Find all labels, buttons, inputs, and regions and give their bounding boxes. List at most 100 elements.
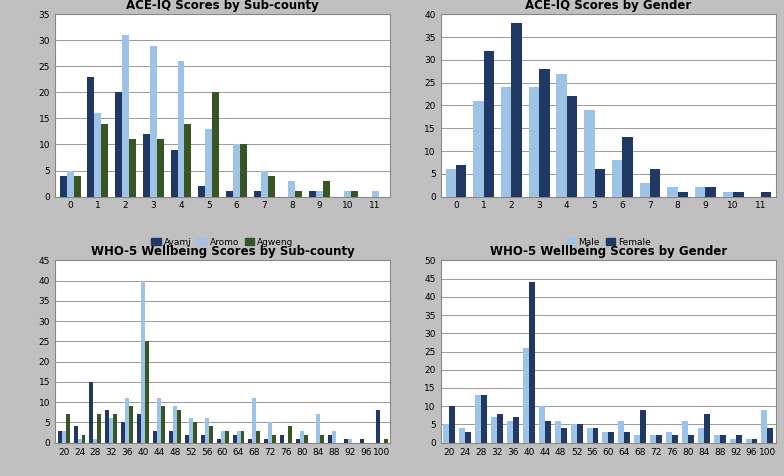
Bar	[539, 406, 545, 443]
Bar	[60, 176, 67, 197]
Bar	[198, 186, 205, 197]
Bar	[114, 414, 118, 443]
Bar	[497, 414, 503, 443]
Bar	[752, 439, 757, 443]
Bar	[78, 438, 82, 443]
Bar	[466, 432, 471, 443]
Bar	[157, 398, 161, 443]
Bar	[272, 435, 276, 443]
Bar	[449, 406, 456, 443]
Bar	[622, 138, 633, 197]
Bar	[185, 435, 189, 443]
Bar	[586, 428, 593, 443]
Bar	[444, 425, 449, 443]
Bar	[501, 87, 511, 197]
Bar	[667, 188, 677, 197]
Bar	[320, 435, 324, 443]
Bar	[296, 191, 303, 197]
Bar	[641, 410, 646, 443]
Bar	[122, 422, 125, 443]
Bar	[66, 414, 70, 443]
Bar	[695, 188, 706, 197]
Bar	[137, 414, 141, 443]
Bar	[94, 113, 101, 197]
Bar	[62, 430, 66, 443]
Title: ACE-IQ Scores by Sub-county: ACE-IQ Scores by Sub-county	[126, 0, 319, 12]
Bar	[205, 418, 209, 443]
Bar	[309, 191, 316, 197]
Bar	[74, 426, 78, 443]
Bar	[602, 432, 608, 443]
Bar	[713, 436, 720, 443]
Bar	[677, 192, 688, 197]
Bar	[720, 436, 726, 443]
Bar	[474, 101, 484, 197]
Bar	[205, 129, 212, 197]
Bar	[768, 428, 773, 443]
Bar	[141, 281, 145, 443]
Bar	[289, 181, 296, 197]
Bar	[608, 432, 615, 443]
Bar	[289, 426, 292, 443]
Bar	[88, 77, 94, 197]
Bar	[212, 92, 220, 197]
Bar	[93, 438, 97, 443]
Title: WHO-5 Wellbeing Scores by Gender: WHO-5 Wellbeing Scores by Gender	[490, 245, 727, 258]
Legend: Ayami, Aromo, Agweng: Ayami, Aromo, Agweng	[148, 234, 297, 250]
Bar	[624, 432, 630, 443]
Bar	[145, 341, 149, 443]
Bar	[216, 438, 220, 443]
Bar	[348, 438, 352, 443]
Bar	[122, 35, 129, 197]
Bar	[233, 435, 237, 443]
Bar	[634, 436, 641, 443]
Bar	[261, 170, 267, 197]
Bar	[58, 430, 62, 443]
Bar	[237, 430, 241, 443]
Bar	[666, 432, 672, 443]
Bar	[584, 110, 594, 197]
Bar	[688, 436, 694, 443]
Bar	[280, 435, 285, 443]
Bar	[511, 23, 522, 197]
Bar	[475, 395, 481, 443]
Bar	[507, 421, 513, 443]
Bar	[125, 398, 129, 443]
Bar	[74, 176, 81, 197]
Bar	[594, 169, 605, 197]
Bar	[456, 165, 466, 197]
Bar	[171, 149, 177, 197]
Bar	[360, 438, 364, 443]
Bar	[733, 192, 743, 197]
Bar	[296, 438, 300, 443]
Bar	[761, 192, 771, 197]
Bar	[226, 191, 233, 197]
Bar	[184, 124, 191, 197]
Bar	[576, 425, 583, 443]
Bar	[383, 438, 387, 443]
Bar	[264, 438, 268, 443]
Bar	[539, 69, 550, 197]
Bar	[704, 414, 710, 443]
Bar	[169, 430, 173, 443]
Bar	[240, 145, 247, 197]
Bar	[153, 430, 157, 443]
Bar	[746, 439, 752, 443]
Bar	[300, 430, 304, 443]
Bar	[513, 417, 519, 443]
Bar	[157, 139, 164, 197]
Bar	[682, 421, 688, 443]
Bar	[129, 139, 136, 197]
Bar	[561, 428, 567, 443]
Bar	[173, 406, 177, 443]
Bar	[484, 51, 494, 197]
Bar	[344, 191, 351, 197]
Bar	[161, 406, 165, 443]
Bar	[528, 87, 539, 197]
Bar	[612, 160, 622, 197]
Bar	[619, 421, 624, 443]
Bar	[351, 191, 358, 197]
Bar	[445, 169, 456, 197]
Bar	[89, 382, 93, 443]
Bar	[706, 188, 716, 197]
